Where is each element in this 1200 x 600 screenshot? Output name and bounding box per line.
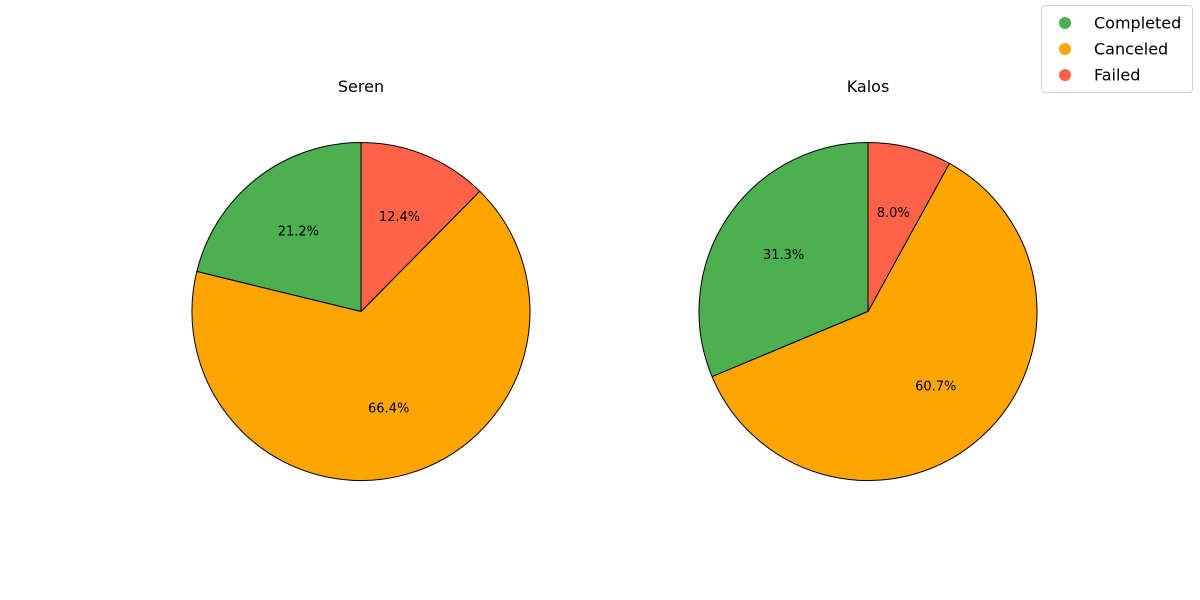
pie-wedge-canceled — [191, 190, 531, 481]
legend-marker-completed — [1059, 17, 1071, 29]
legend-label: Failed — [1094, 66, 1140, 85]
legend-label: Canceled — [1094, 40, 1168, 59]
legend-frame — [1041, 5, 1193, 93]
pie-wedge-completed — [196, 142, 362, 312]
pie-percent-label-completed: 21.2% — [278, 224, 319, 239]
pie-title: Seren — [338, 77, 384, 96]
pie-kalos: Kalos 31.3% 60.7% 8.0% — [698, 77, 1038, 481]
legend: Completed Canceled Failed — [1041, 5, 1193, 93]
pie-wedge-canceled — [711, 162, 1038, 481]
legend-marker-canceled — [1059, 43, 1071, 55]
pie-percent-label-canceled: 60.7% — [915, 379, 956, 394]
legend-label: Completed — [1094, 14, 1181, 33]
pie-wedge-failed — [867, 142, 950, 312]
pie-seren: Seren 21.2% 66.4% 12.4% — [191, 77, 531, 481]
pie-percent-label-failed: 8.0% — [877, 206, 910, 221]
legend-item-failed: Failed — [1059, 66, 1140, 85]
pie-wedge-completed — [698, 142, 869, 378]
pie-percent-label-failed: 12.4% — [379, 210, 420, 225]
pie-wedge-failed — [360, 142, 481, 312]
pie-percent-label-completed: 31.3% — [763, 248, 804, 263]
legend-marker-failed — [1059, 69, 1071, 81]
legend-item-completed: Completed — [1059, 14, 1181, 33]
legend-item-canceled: Canceled — [1059, 40, 1168, 59]
pie-percent-label-canceled: 66.4% — [368, 402, 409, 417]
pie-title: Kalos — [847, 77, 890, 96]
